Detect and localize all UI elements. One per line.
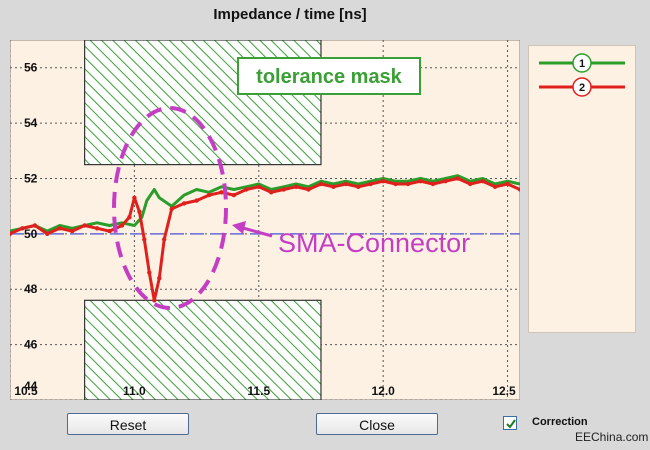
impedance-chart-svg: 10.5 11.0 11.5 12.0 12.5 44 46 48 50 52 54 56 toler… (10, 40, 520, 400)
series-line-1 (10, 174, 520, 233)
series-point-2-44 (492, 184, 498, 189)
series-point-2-33 (356, 184, 361, 189)
legend-entry-1[interactable]: 1 (537, 53, 627, 73)
series-point-2-28 (293, 184, 299, 189)
series-point-2-0 (10, 231, 13, 236)
series-point-2-21 (206, 192, 212, 198)
series-point-2-29 (306, 187, 311, 192)
series-point-2-34 (368, 181, 373, 187)
reset-button[interactable]: Reset (67, 413, 189, 435)
legend-number-1: 1 (579, 58, 585, 70)
connector-arrow-head (232, 221, 246, 234)
series-point-2-37 (405, 181, 411, 187)
series-point-2-27 (281, 187, 286, 192)
series-point-2-41 (455, 176, 460, 181)
series-point-2-45 (505, 181, 510, 187)
mask-label-box (237, 57, 421, 95)
y-tick-label: 46 (24, 338, 38, 352)
series-point-2-6 (82, 223, 87, 228)
mask-label: tolerance mask (256, 66, 403, 88)
y-tick-label: 44 (24, 379, 38, 393)
series-point-2-15 (152, 298, 157, 303)
series-point-2-18 (169, 206, 174, 212)
series-point-2-20 (194, 198, 199, 203)
x-tick-label: 10.5 (14, 384, 38, 398)
series-group (10, 174, 520, 303)
series-point-2-9 (119, 223, 125, 228)
series-point-2-1 (20, 226, 25, 231)
series-point-2-4 (57, 226, 62, 231)
series-point-2-42 (468, 181, 473, 187)
connector-arrow-shaft (242, 226, 273, 238)
tolerance-mask (84, 40, 322, 400)
series-point-2-2 (32, 223, 38, 228)
check-icon (506, 419, 516, 429)
series-point-2-32 (343, 181, 349, 187)
series-point-2-46 (517, 187, 520, 192)
legend-number-2: 2 (579, 82, 585, 94)
series-point-2-40 (443, 179, 448, 184)
x-tick-label: 11.0 (123, 384, 146, 398)
close-button[interactable]: Close (316, 413, 438, 435)
series-point-2-3 (45, 231, 50, 236)
y-tick-label: 56 (24, 61, 38, 75)
series-point-2-8 (107, 228, 112, 234)
tolerance-mask-lower (84, 299, 322, 400)
y-tick-label: 52 (24, 171, 38, 185)
series-point-2-43 (480, 179, 485, 184)
y-tick-label: 50 (24, 227, 38, 241)
series-point-2-31 (331, 184, 336, 189)
series-point-2-14 (147, 270, 152, 275)
series-point-2-10 (127, 215, 132, 220)
series-point-2-11 (132, 195, 137, 200)
legend-entry-2[interactable]: 2 (537, 77, 627, 97)
series-point-2-13 (142, 237, 147, 242)
series-point-2-22 (219, 190, 224, 195)
watermark: EEChina.com (575, 430, 649, 444)
y-tick-label: 48 (24, 282, 38, 296)
series-point-2-12 (137, 209, 142, 214)
series-point-2-25 (256, 184, 261, 189)
legend-panel: 1 2 (528, 45, 636, 333)
legend-marker-1 (572, 53, 592, 73)
tick-labels: 10.5 11.0 11.5 12.0 12.5 44 46 48 50 52 54 56 (14, 61, 516, 398)
correction-checkbox[interactable] (503, 416, 517, 430)
window-title: Impedance / time [ns] (213, 6, 367, 23)
series-point-2-17 (162, 237, 167, 242)
series-point-2-23 (231, 192, 237, 198)
impedance-plot: 10.5 11.0 11.5 12.0 12.5 44 46 48 50 52 54 56 toler… (10, 40, 520, 400)
series-point-2-38 (418, 179, 423, 184)
series-point-2-26 (269, 190, 274, 195)
x-tick-label: 12.0 (371, 384, 395, 398)
y-tick-label: 54 (24, 116, 38, 130)
series-point-2-19 (181, 201, 187, 206)
connector-highlight-ellipse (112, 106, 228, 310)
series-point-2-7 (94, 226, 100, 231)
series-point-2-35 (381, 179, 386, 184)
series-point-2-24 (244, 187, 249, 192)
x-tick-label: 11.5 (247, 384, 270, 398)
x-tick-label: 12.5 (492, 384, 516, 398)
series-point-2-16 (157, 276, 162, 281)
connector-label: SMA-Connector (278, 228, 470, 258)
correction-label: Correction (532, 416, 588, 428)
legend-marker-2 (572, 77, 592, 97)
series-point-2-30 (318, 181, 324, 187)
series-point-2-5 (70, 228, 75, 234)
series-point-2-36 (393, 181, 398, 187)
series-point-2-39 (430, 181, 436, 187)
